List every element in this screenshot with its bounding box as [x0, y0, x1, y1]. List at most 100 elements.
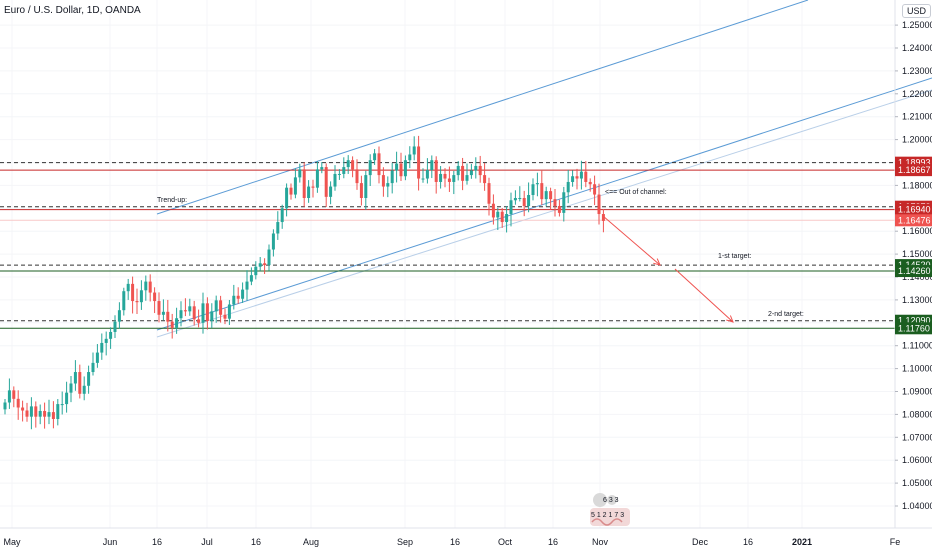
- candle-body: [29, 406, 33, 417]
- watermark-text: 5 1 2 1 7 3: [591, 512, 624, 519]
- candle-body: [95, 352, 99, 363]
- y-tick-label: 1.05000: [902, 478, 932, 488]
- candle-body: [359, 183, 363, 198]
- currency-button[interactable]: USD: [902, 4, 932, 18]
- candle-body: [597, 194, 601, 215]
- candle-body: [113, 321, 117, 332]
- candle-body: [342, 167, 346, 174]
- candle-body: [491, 203, 495, 218]
- candle-body: [34, 406, 38, 417]
- candle-body: [364, 175, 368, 198]
- watermark-text: 6 3 3: [603, 497, 619, 504]
- candle-body: [91, 362, 95, 373]
- candle-body: [373, 153, 377, 161]
- candle-body: [254, 266, 258, 276]
- candle-body: [78, 372, 82, 394]
- candle-body: [386, 183, 390, 187]
- y-tick-label: 1.11000: [902, 341, 932, 351]
- candle-body: [47, 412, 51, 417]
- target-arrow-head: [653, 258, 661, 266]
- time-axis[interactable]: May Jun 16 Jul 16 Aug Sep 16 Oct 16 Nov Dec 16 2021 Fe: [0, 527, 932, 547]
- candle-body: [421, 178, 425, 180]
- target-arrow-head: [726, 315, 734, 323]
- candle-body: [179, 310, 183, 319]
- candle-body: [579, 171, 583, 179]
- candle-body: [518, 197, 522, 199]
- candle-body: [60, 404, 64, 406]
- candle-body: [443, 173, 447, 179]
- candle-body: [170, 321, 174, 328]
- candle-body: [192, 306, 196, 320]
- candle-body: [3, 402, 7, 410]
- candle-body: [21, 407, 25, 411]
- annotation-label: <== Out of channel:: [605, 189, 667, 196]
- candle-body: [575, 176, 579, 179]
- candle-body: [223, 314, 227, 319]
- watermark-wave: [591, 518, 623, 526]
- candle-body: [298, 169, 302, 178]
- candle-body: [439, 173, 443, 182]
- candle-body: [148, 281, 152, 293]
- candle-body: [461, 165, 465, 181]
- y-tick-label: 1.07000: [902, 432, 932, 442]
- y-tick-label: 1.09000: [902, 387, 932, 397]
- x-tick-label: 16: [450, 537, 460, 547]
- candle-body: [7, 390, 11, 403]
- candle-body: [241, 289, 245, 299]
- candle-body: [531, 184, 535, 196]
- candle-body: [447, 178, 451, 182]
- candle-body: [144, 281, 148, 291]
- candle-body: [227, 304, 231, 319]
- candle-body: [161, 311, 165, 315]
- chart-annotations: Trend-up: <== Out of channel: 1-st target:…: [157, 189, 804, 318]
- candle-body: [56, 404, 60, 419]
- candle-body: [109, 331, 113, 339]
- price-tag: [895, 203, 932, 216]
- candle-body: [434, 160, 438, 182]
- price-tag-label: 1.18993: [898, 158, 931, 168]
- candle-body: [166, 311, 170, 322]
- candle-body: [588, 181, 592, 185]
- candle-body: [571, 176, 575, 182]
- price-level-lines: [0, 162, 895, 329]
- y-tick-label: 1.08000: [902, 409, 932, 419]
- candle-body: [553, 199, 557, 207]
- candle-body: [522, 197, 526, 207]
- candle-body: [289, 187, 293, 195]
- x-tick-label: Jun: [103, 537, 118, 547]
- candle-body: [82, 385, 86, 394]
- y-tick-label: 1.04000: [902, 501, 932, 511]
- candle-body: [593, 184, 597, 195]
- price-tag-label: 1.16476: [898, 215, 931, 225]
- candle-body: [403, 160, 407, 177]
- x-tick-label: Fe: [890, 537, 901, 547]
- candle-body: [381, 175, 385, 187]
- candle-body: [232, 295, 236, 305]
- candle-body: [280, 208, 284, 223]
- trend-channel: [156, 0, 932, 338]
- candle-body: [527, 195, 531, 207]
- y-tick-label: 1.20000: [902, 135, 932, 145]
- watermark-circle: [593, 493, 607, 507]
- candle-body: [302, 169, 306, 198]
- x-tick-label: 16: [152, 537, 162, 547]
- candle-body: [346, 160, 350, 168]
- candle-body: [351, 160, 355, 170]
- watermark-base: [590, 508, 630, 526]
- candle-body: [104, 338, 108, 343]
- candle-body: [549, 191, 553, 200]
- y-tick-label: 1.10000: [902, 364, 932, 374]
- price-tag: [895, 214, 932, 227]
- candle-body: [271, 233, 275, 250]
- x-tick-label: 2021: [792, 537, 812, 547]
- candle-body: [73, 372, 77, 384]
- candle-body: [214, 300, 218, 312]
- candle-body: [43, 410, 47, 417]
- candle-body: [500, 211, 504, 223]
- price-tag-label: 1.12090: [898, 316, 931, 326]
- chart-grid: [0, 0, 896, 528]
- channel-lower-line: [156, 77, 932, 331]
- candle-body: [483, 175, 487, 184]
- y-tick-label: 1.23000: [902, 66, 932, 76]
